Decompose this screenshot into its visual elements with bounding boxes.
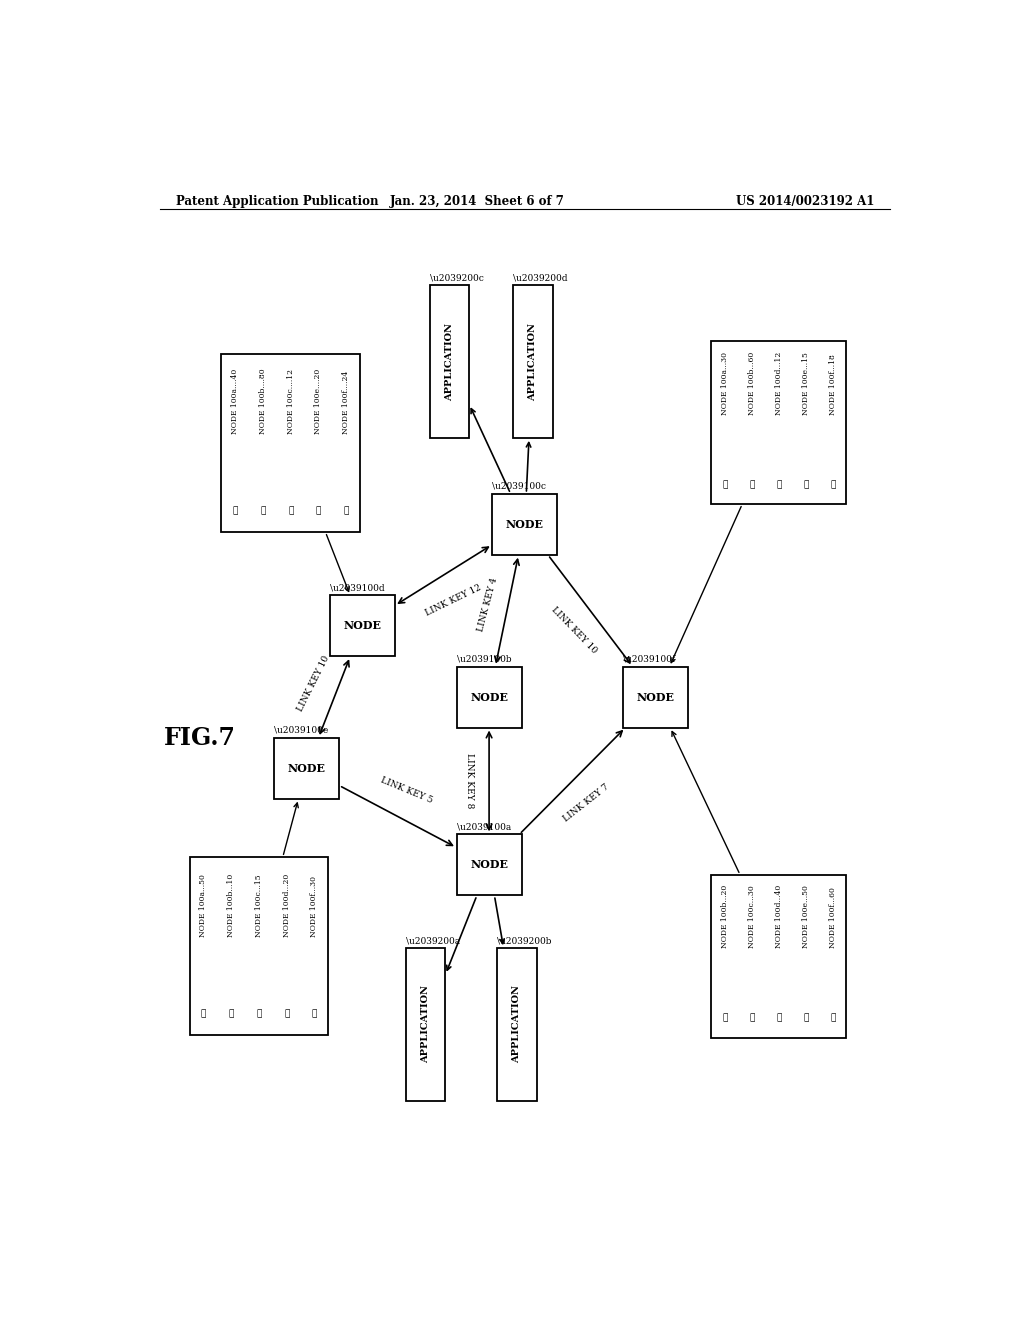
- Text: NODE: NODE: [470, 692, 508, 702]
- Text: NODE 100d...20: NODE 100d...20: [283, 874, 291, 937]
- Text: \u2039200b: \u2039200b: [497, 936, 552, 945]
- Text: 🔑: 🔑: [201, 1010, 206, 1018]
- Text: 🔑: 🔑: [830, 480, 836, 488]
- Text: NODE: NODE: [343, 620, 381, 631]
- Text: APPLICATION: APPLICATION: [528, 323, 538, 400]
- FancyBboxPatch shape: [497, 948, 537, 1101]
- FancyBboxPatch shape: [330, 595, 394, 656]
- FancyBboxPatch shape: [406, 948, 445, 1101]
- FancyBboxPatch shape: [513, 285, 553, 438]
- Text: NODE 100b...20: NODE 100b...20: [721, 884, 729, 948]
- Text: NODE: NODE: [637, 692, 675, 702]
- FancyBboxPatch shape: [457, 834, 521, 895]
- FancyBboxPatch shape: [493, 494, 557, 554]
- Text: LINK KEY 7: LINK KEY 7: [561, 783, 610, 824]
- Text: 🔑: 🔑: [750, 1014, 755, 1023]
- Text: 🔑: 🔑: [722, 1014, 727, 1023]
- Text: NODE 100f...60: NODE 100f...60: [828, 887, 837, 948]
- Text: \u2039200a: \u2039200a: [406, 936, 460, 945]
- Text: 🔑: 🔑: [803, 480, 808, 488]
- Text: NODE 100b...10: NODE 100b...10: [227, 874, 236, 937]
- Text: NODE 100c...15: NODE 100c...15: [255, 875, 263, 937]
- Text: LINK KEY 4: LINK KEY 4: [476, 577, 499, 632]
- Text: APPLICATION: APPLICATION: [444, 323, 454, 400]
- Text: FIG.7: FIG.7: [164, 726, 236, 750]
- Text: 🔑: 🔑: [722, 480, 727, 488]
- Text: \u2039100b: \u2039100b: [457, 655, 511, 664]
- Text: US 2014/0023192 A1: US 2014/0023192 A1: [735, 194, 873, 207]
- FancyBboxPatch shape: [457, 667, 521, 727]
- Text: 🔑: 🔑: [344, 506, 349, 515]
- FancyBboxPatch shape: [274, 738, 339, 799]
- Text: 🔑: 🔑: [750, 480, 755, 488]
- FancyBboxPatch shape: [221, 354, 360, 532]
- Text: NODE 100d...12: NODE 100d...12: [775, 351, 782, 414]
- FancyBboxPatch shape: [430, 285, 469, 438]
- Text: LINK KEY 10: LINK KEY 10: [550, 606, 599, 656]
- Text: NODE 100b...60: NODE 100b...60: [748, 351, 756, 414]
- Text: \u2039100c: \u2039100c: [493, 482, 546, 491]
- Text: NODE 100a....40: NODE 100a....40: [231, 368, 240, 434]
- Text: LINK KEY 12: LINK KEY 12: [424, 583, 482, 618]
- Text: \u2039100e: \u2039100e: [274, 726, 329, 735]
- Text: NODE 100f...30: NODE 100f...30: [310, 876, 318, 937]
- Text: \u2039100f: \u2039100f: [624, 655, 676, 664]
- Text: 🔑: 🔑: [284, 1010, 290, 1018]
- Text: 🔑: 🔑: [228, 1010, 233, 1018]
- Text: 🔑: 🔑: [776, 1014, 781, 1023]
- Text: NODE 100e...15: NODE 100e...15: [802, 351, 810, 414]
- Text: NODE 100c....12: NODE 100c....12: [287, 370, 295, 434]
- Text: APPLICATION: APPLICATION: [421, 986, 430, 1064]
- Text: APPLICATION: APPLICATION: [512, 986, 521, 1064]
- Text: NODE: NODE: [470, 859, 508, 870]
- Text: 🔑: 🔑: [312, 1010, 317, 1018]
- Text: NODE 100d...40: NODE 100d...40: [775, 884, 782, 948]
- Text: NODE 100f...18: NODE 100f...18: [828, 354, 837, 414]
- Text: NODE 100b....80: NODE 100b....80: [259, 368, 267, 434]
- Text: 🔑: 🔑: [776, 480, 781, 488]
- Text: NODE 100f....24: NODE 100f....24: [342, 371, 350, 434]
- Text: 🔑: 🔑: [288, 506, 293, 515]
- Text: \u2039200c: \u2039200c: [430, 273, 483, 282]
- Text: 🔑: 🔑: [830, 1014, 836, 1023]
- FancyBboxPatch shape: [712, 875, 846, 1038]
- Text: Patent Application Publication: Patent Application Publication: [176, 194, 378, 207]
- Text: \u2039100d: \u2039100d: [330, 583, 384, 593]
- Text: LINK KEY 8: LINK KEY 8: [465, 754, 474, 809]
- Text: 🔑: 🔑: [315, 506, 322, 515]
- Text: NODE 100e....20: NODE 100e....20: [314, 368, 323, 434]
- Text: LINK KEY 5: LINK KEY 5: [379, 775, 434, 805]
- Text: NODE 100a...50: NODE 100a...50: [200, 874, 208, 937]
- Text: NODE 100c...30: NODE 100c...30: [748, 886, 756, 948]
- Text: \u2039200d: \u2039200d: [513, 273, 567, 282]
- FancyBboxPatch shape: [712, 342, 846, 504]
- Text: NODE: NODE: [506, 519, 544, 529]
- Text: 🔑: 🔑: [260, 506, 265, 515]
- Text: NODE: NODE: [288, 763, 326, 774]
- Text: LINK KEY 10: LINK KEY 10: [295, 655, 331, 713]
- FancyBboxPatch shape: [189, 857, 329, 1035]
- Text: \u2039100a: \u2039100a: [457, 822, 511, 832]
- Text: Jan. 23, 2014  Sheet 6 of 7: Jan. 23, 2014 Sheet 6 of 7: [390, 194, 564, 207]
- Text: NODE 100e...50: NODE 100e...50: [802, 886, 810, 948]
- Text: 🔑: 🔑: [803, 1014, 808, 1023]
- FancyBboxPatch shape: [624, 667, 688, 727]
- Text: 🔑: 🔑: [256, 1010, 261, 1018]
- Text: 🔑: 🔑: [232, 506, 238, 515]
- Text: NODE 100a...30: NODE 100a...30: [721, 351, 729, 414]
